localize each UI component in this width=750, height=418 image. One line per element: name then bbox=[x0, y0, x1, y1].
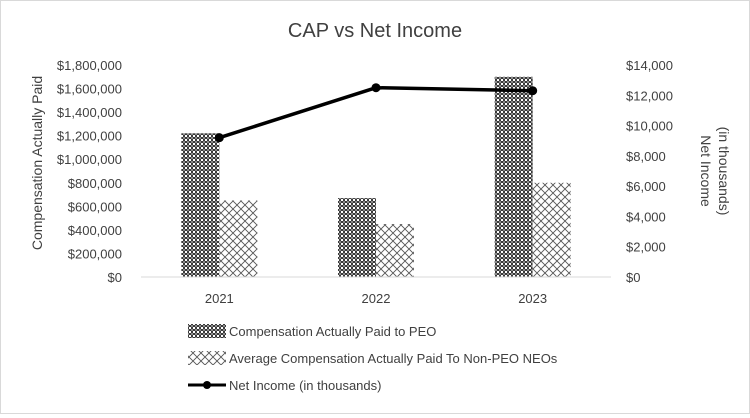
x-tick-label: 2023 bbox=[518, 291, 547, 306]
y-tick-label: $600,000 bbox=[68, 199, 122, 214]
legend-item-net-income: Net Income (in thousands) bbox=[188, 378, 381, 393]
y2-tick-label: $0 bbox=[626, 270, 640, 285]
y2-tick-label: $12,000 bbox=[626, 88, 673, 103]
y2-tick-label: $2,000 bbox=[626, 240, 666, 255]
net-income-point-2022 bbox=[371, 83, 381, 93]
y2-axis-ticks: $0 $2,000 $4,000 $6,000 $8,000 $10,000 $12,000… bbox=[626, 58, 673, 285]
y-tick-label: $0 bbox=[108, 270, 122, 285]
y-tick-label: $800,000 bbox=[68, 176, 122, 191]
y-tick-label: $1,200,000 bbox=[57, 129, 122, 144]
y2-axis-label-line2: (in thousands) bbox=[716, 127, 732, 216]
net-income-line bbox=[218, 85, 533, 140]
peo-bar-2022 bbox=[338, 198, 376, 277]
legend-item-peo: Compensation Actually Paid to PEO bbox=[188, 324, 436, 339]
y-tick-label: $200,000 bbox=[68, 246, 122, 261]
legend-label-net-income: Net Income (in thousands) bbox=[229, 378, 381, 393]
y-axis-label: Compensation Actually Paid bbox=[29, 76, 45, 250]
x-tick-label: 2022 bbox=[362, 291, 391, 306]
chart-title: CAP vs Net Income bbox=[288, 20, 462, 42]
y2-tick-label: $14,000 bbox=[626, 58, 673, 73]
y2-axis-label-line1: Net Income bbox=[698, 135, 714, 207]
x-tick-label: 2021 bbox=[205, 291, 234, 306]
legend-label-neo: Average Compensation Actually Paid To No… bbox=[229, 351, 558, 366]
non-peo-neo-bar-2021 bbox=[219, 200, 258, 277]
peo-bar-2023 bbox=[494, 76, 533, 278]
net-income-line-group bbox=[214, 83, 538, 143]
non-peo-neo-bar-2023 bbox=[532, 182, 571, 277]
legend-label-peo: Compensation Actually Paid to PEO bbox=[229, 324, 436, 339]
legend-marker-net-income bbox=[203, 381, 211, 389]
y2-tick-label: $10,000 bbox=[626, 119, 673, 134]
peo-bar-2021 bbox=[181, 133, 220, 277]
legend-item-neo: Average Compensation Actually Paid To No… bbox=[188, 351, 558, 366]
net-income-point-2021 bbox=[214, 133, 224, 143]
x-axis-ticks: 2021 2022 2023 bbox=[205, 291, 547, 306]
y-tick-label: $1,600,000 bbox=[57, 82, 122, 97]
legend: Compensation Actually Paid to PEO Averag… bbox=[188, 324, 558, 393]
y-tick-label: $1,400,000 bbox=[57, 105, 122, 120]
non-peo-neo-bar-2022 bbox=[376, 224, 414, 277]
legend-swatch-neo bbox=[188, 351, 226, 365]
bars-group bbox=[181, 76, 571, 278]
y-tick-label: $1,800,000 bbox=[57, 58, 122, 73]
y2-tick-label: $4,000 bbox=[626, 209, 666, 224]
y2-tick-label: $8,000 bbox=[626, 149, 666, 164]
y-tick-label: $400,000 bbox=[68, 223, 122, 238]
y2-tick-label: $6,000 bbox=[626, 179, 666, 194]
y-axis-ticks: $0 $200,000 $400,000 $600,000 $800,000 $1,000… bbox=[57, 58, 122, 285]
net-income-point-2023 bbox=[528, 86, 538, 96]
legend-swatch-peo bbox=[188, 324, 226, 338]
y-tick-label: $1,000,000 bbox=[57, 152, 122, 167]
